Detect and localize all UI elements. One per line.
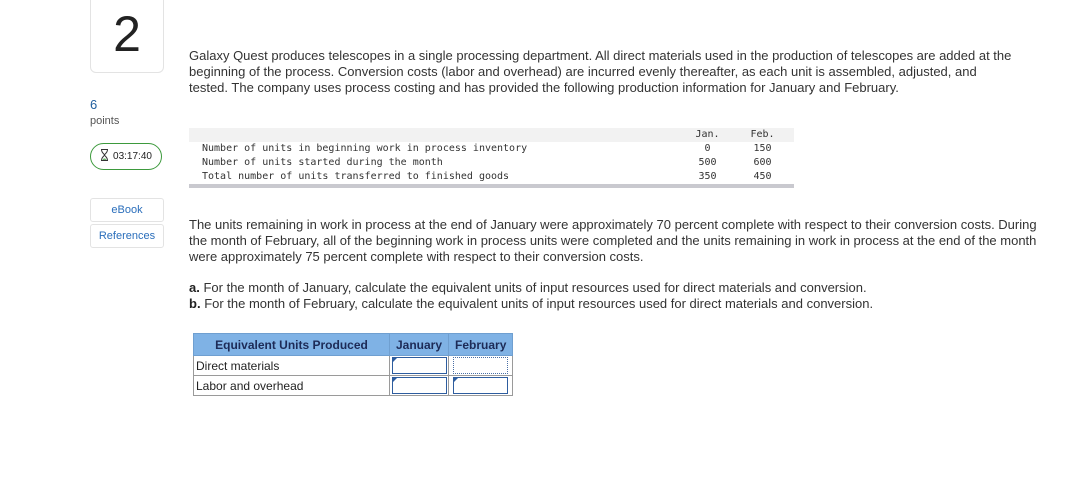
direct-materials-february-input[interactable] [453,357,509,374]
part-b-text: For the month of February, calculate the… [204,296,874,311]
references-button[interactable]: References [90,224,164,248]
row-label: Total number of units transferred to fin… [202,171,510,182]
answer-row-direct-materials: Direct materials [193,355,514,376]
answer-table-header: Equivalent Units Produced January Februa… [193,333,514,356]
hourglass-icon [100,149,109,164]
row-jan: 500 [698,157,717,168]
answer-header-february: February [448,333,514,356]
part-b-label: b. [189,296,201,311]
timer-badge: 03:17:40 [90,143,162,170]
row-feb: 600 [753,157,772,168]
question-number-box: 2 [90,0,164,73]
production-table-header: Jan. Feb. [189,128,794,142]
part-a: a. For the month of January, calculate t… [189,280,873,296]
answer-header-label: Equivalent Units Produced [193,333,390,356]
row-feb: 450 [753,171,772,182]
answer-row-label: Labor and overhead [193,375,390,396]
labor-overhead-january-input[interactable] [391,377,447,394]
production-data-table: Jan. Feb. Number of units in beginning w… [189,128,794,188]
points-label: points [90,115,120,127]
ebook-button[interactable]: eBook [90,198,164,222]
row-label: Number of units in beginning work in pro… [202,143,528,154]
labor-overhead-february-input[interactable] [453,377,509,394]
part-a-label: a. [189,280,200,295]
question-parts: a. For the month of January, calculate t… [189,280,873,312]
header-jan: Jan. [680,128,735,142]
problem-intro: Galaxy Quest produces telescopes in a si… [189,48,1012,95]
timer-value: 03:17:40 [113,151,152,162]
row-jan: 0 [704,143,711,154]
answer-row-label: Direct materials [193,355,390,376]
table-row: Total number of units transferred to fin… [189,170,794,186]
table-row: Number of units in beginning work in pro… [189,142,794,156]
table-row: Number of units started during the month… [189,156,794,170]
row-label: Number of units started during the month [202,157,443,168]
direct-materials-january-input[interactable] [391,357,447,374]
completion-paragraph: The units remaining in work in process a… [189,217,1037,264]
row-feb: 150 [753,143,772,154]
answer-row-labor-overhead: Labor and overhead [193,375,514,396]
header-feb: Feb. [735,128,794,142]
part-a-text: For the month of January, calculate the … [203,280,867,295]
answer-header-january: January [388,333,450,356]
row-jan: 350 [698,171,717,182]
points-value: 6 [90,97,98,112]
answer-table: Equivalent Units Produced January Februa… [193,333,514,396]
question-number: 2 [113,6,141,62]
part-b: b. For the month of February, calculate … [189,296,873,312]
